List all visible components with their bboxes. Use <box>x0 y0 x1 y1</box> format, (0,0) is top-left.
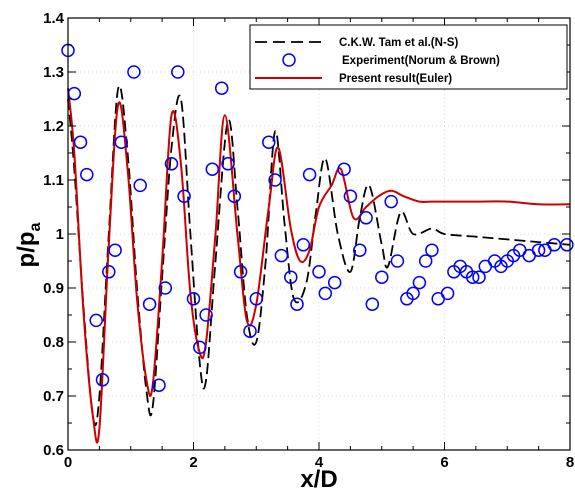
experiment-point <box>284 270 298 284</box>
experiment-point <box>365 297 380 311</box>
experiment-point <box>243 324 257 338</box>
experiment-point <box>274 248 289 263</box>
experiment-point <box>214 81 229 95</box>
experiment-point <box>73 135 88 149</box>
experiment-point <box>205 162 220 176</box>
legend-label-tam: C.K.W. Tam et al.(N-S) <box>339 37 458 49</box>
experiment-point <box>302 167 317 182</box>
experiment-point <box>418 254 433 268</box>
legend-box <box>249 24 568 90</box>
experiment-point <box>412 275 427 290</box>
experiment-point <box>425 243 439 257</box>
experiment-point <box>312 265 326 279</box>
experiment-point <box>440 286 455 301</box>
experiment-point <box>133 178 147 193</box>
experiment-point <box>108 243 122 257</box>
experiment-point <box>327 275 342 290</box>
experiment-point <box>127 65 141 79</box>
tick-layer: 0 2 4 6 8 0.6 0.7 0.8 0.9 1 1.1 1.2 1.3 1.4 <box>43 10 574 471</box>
experiment-point <box>262 135 276 149</box>
series-line-euler <box>67 88 571 444</box>
experiment-point <box>142 297 157 311</box>
experiment-point <box>95 373 110 387</box>
experiment-point <box>199 308 213 322</box>
x-tick-label: 0 <box>64 454 72 471</box>
x-tick-label: 6 <box>440 454 448 471</box>
experiment-point <box>249 292 264 306</box>
experiment-point <box>80 167 94 182</box>
legend: C.K.W. Tam et al.(N-S) Experiment(Norum … <box>249 24 568 90</box>
series-layer <box>61 43 574 444</box>
experiment-point <box>227 189 242 203</box>
experiment-point <box>152 378 166 392</box>
experiment-point <box>177 189 191 203</box>
experiment-point <box>102 265 116 279</box>
experiment-point <box>158 281 173 295</box>
experiment-point <box>406 286 420 301</box>
experiment-point <box>359 211 373 225</box>
experiment-point <box>114 135 129 149</box>
legend-swatch-experiment <box>282 53 296 67</box>
experiment-point <box>193 340 207 355</box>
x-tick-label: 8 <box>566 454 574 471</box>
experiment-point <box>290 297 304 311</box>
experiment-point <box>343 189 358 203</box>
experiment-point <box>560 238 574 252</box>
experiment-point <box>296 238 311 252</box>
experiment-point <box>171 65 185 79</box>
legend-label-experiment: Experiment(Norum & Brown) <box>342 55 500 67</box>
y-axis-title-sub: a <box>27 222 44 231</box>
y-tick-label: 1 <box>56 226 64 243</box>
experiment-point <box>164 157 179 171</box>
y-tick-label: 1.4 <box>43 10 65 27</box>
y-axis-title-main: p/p <box>13 231 40 267</box>
x-tick-label: 4 <box>315 454 324 471</box>
series-line-tam <box>67 84 571 427</box>
y-tick-label: 0.6 <box>43 442 64 459</box>
y-tick-label: 0.7 <box>43 388 64 405</box>
x-tick-label: 2 <box>189 454 197 471</box>
experiment-point <box>337 162 351 176</box>
experiment-point <box>318 286 333 301</box>
experiment-point <box>186 292 201 306</box>
experiment-point <box>472 270 486 284</box>
experiment-point <box>353 243 367 257</box>
experiment-point <box>384 194 398 209</box>
experiment-point <box>233 265 248 279</box>
experiment-point <box>531 243 546 257</box>
experiment-point <box>89 313 103 328</box>
y-tick-label: 0.8 <box>43 334 64 351</box>
experiment-point <box>268 173 282 187</box>
y-tick-label: 1.3 <box>43 64 64 81</box>
x-axis-title: x/D <box>300 466 337 493</box>
experiment-point <box>67 86 82 101</box>
experiment-point <box>465 270 480 284</box>
y-axis-title: p/pa <box>13 222 44 267</box>
y-tick-label: 1.1 <box>43 172 64 189</box>
experiment-point <box>221 157 235 171</box>
legend-label-present: Present result(Euler) <box>339 73 452 85</box>
experiment-point <box>547 238 562 252</box>
y-tick-label: 1.2 <box>43 118 64 135</box>
experiment-point <box>375 270 389 284</box>
experiment-point <box>390 254 405 268</box>
y-tick-label: 0.9 <box>43 280 64 297</box>
